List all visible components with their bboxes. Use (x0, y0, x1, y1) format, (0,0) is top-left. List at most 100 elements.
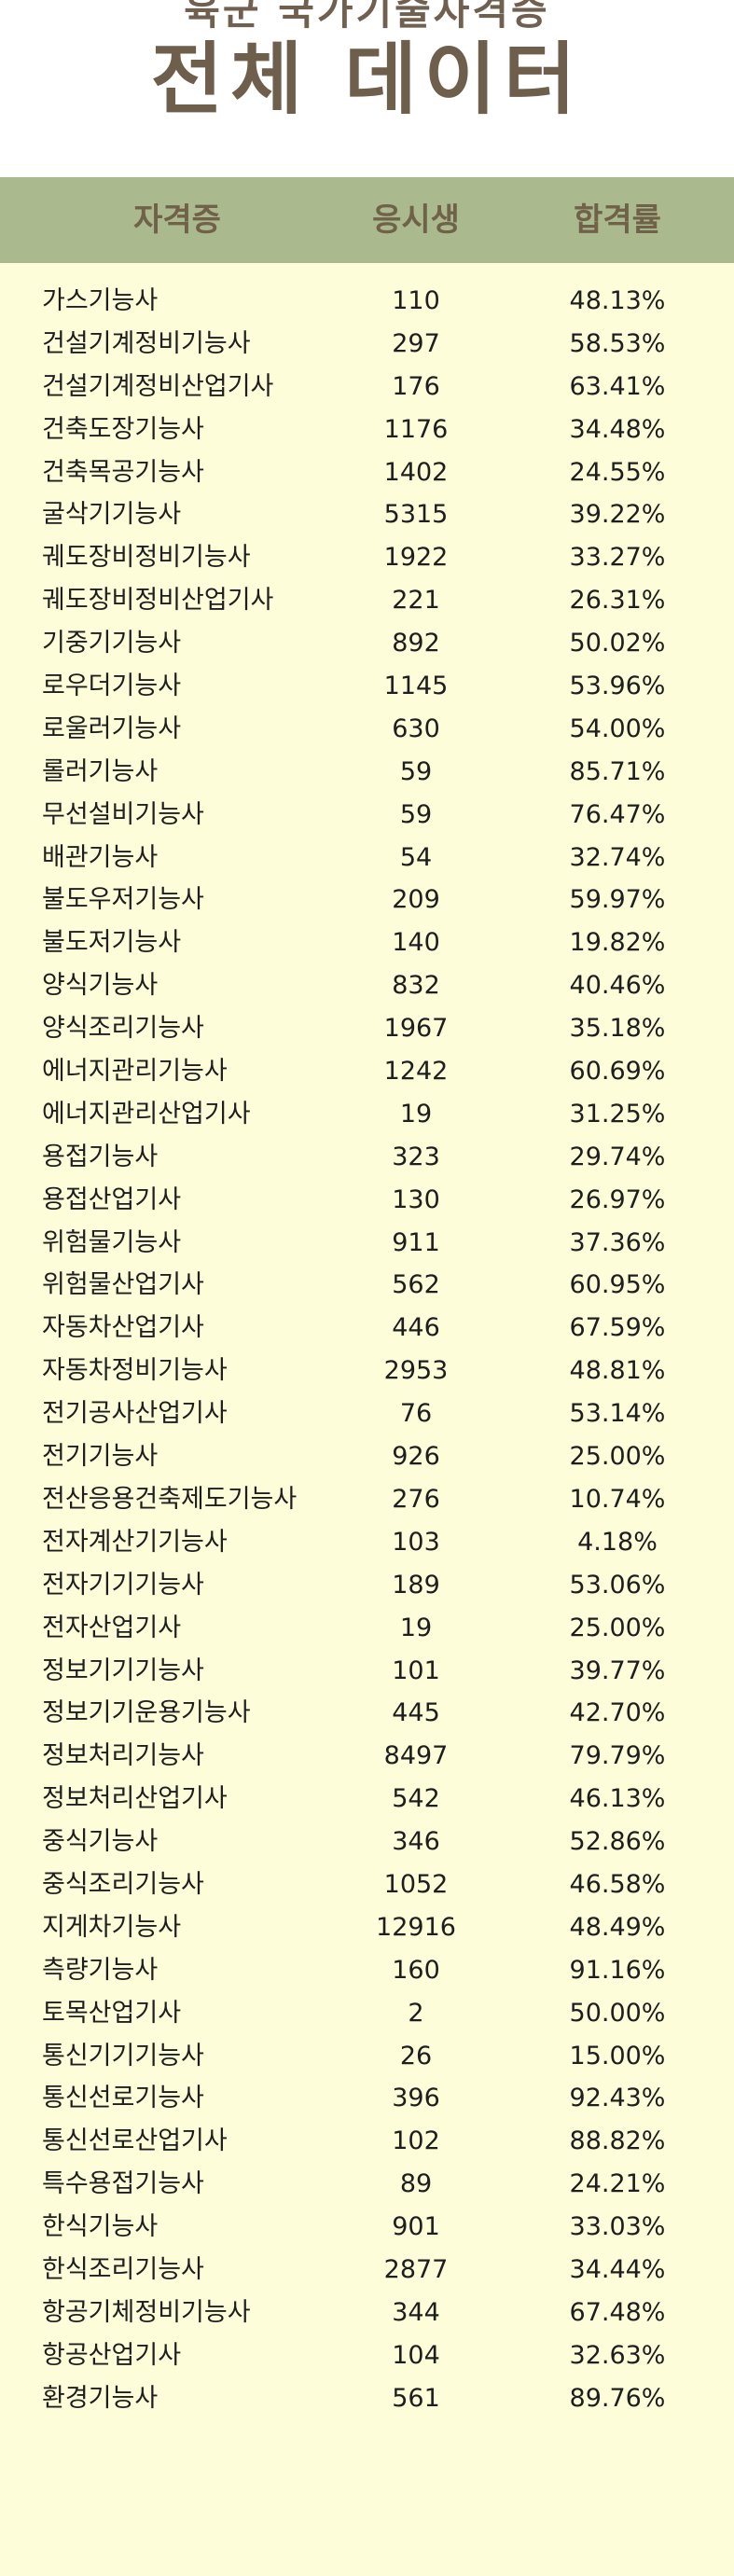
pass-rate-cell: 48.81% (569, 1356, 666, 1386)
applicants-cell: 59 (399, 799, 433, 829)
pass-rate-cell: 53.96% (569, 672, 666, 701)
certificate-name-cell: 용접기능사 (42, 1142, 159, 1171)
applicants-cell: 189 (392, 1570, 440, 1600)
applicants-cell: 209 (392, 885, 440, 915)
applicants-cell: 110 (392, 286, 440, 315)
table-row: 한식기능사 901 33.03% (0, 2206, 734, 2249)
certificate-name-cell: 항공기체정비기능사 (42, 2297, 251, 2327)
certificate-name-cell: 정보기기운용기능사 (42, 1698, 251, 1728)
pass-rate-cell: 34.44% (569, 2254, 666, 2284)
applicants-cell: 630 (392, 713, 440, 743)
certificate-name-cell: 한식조리기능사 (42, 2254, 204, 2284)
table-row: 위험물산업기사 562 60.95% (0, 1264, 734, 1307)
applicants-cell: 1145 (383, 672, 449, 701)
certificate-name-cell: 양식조리기능사 (42, 1014, 204, 1044)
certificate-name-cell: 위험물산업기사 (42, 1270, 204, 1300)
certificate-name-cell: 양식기능사 (42, 971, 159, 1001)
table-row: 정보처리산업기사 542 46.13% (0, 1778, 734, 1821)
table-row: 롤러기능사 59 85.71% (0, 751, 734, 794)
pass-rate-cell: 10.74% (569, 1484, 666, 1514)
table-row: 굴삭기기능사 5315 39.22% (0, 493, 734, 536)
applicants-cell: 276 (392, 1484, 440, 1514)
applicants-cell: 346 (392, 1827, 440, 1857)
pass-rate-cell: 33.03% (569, 2212, 666, 2242)
certificate-name-cell: 중식조리기능사 (42, 1869, 204, 1899)
pass-rate-cell: 32.63% (569, 2340, 666, 2370)
table-row: 통신선로산업기사 102 88.82% (0, 2120, 734, 2163)
certificate-name-cell: 한식기능사 (42, 2212, 159, 2242)
applicants-cell: 104 (392, 2340, 440, 2370)
table-row: 전산응용건축제도기능사 276 10.74% (0, 1478, 734, 1521)
applicants-cell: 2877 (383, 2254, 449, 2284)
certificate-name-cell: 에너지관리기능사 (42, 1057, 228, 1087)
table-row: 토목산업기사 2 50.00% (0, 1992, 734, 2035)
table-row: 건설기계정비기능사 297 58.53% (0, 323, 734, 366)
table-row: 전기공사산업기사 76 53.14% (0, 1392, 734, 1435)
applicants-cell: 901 (392, 2212, 440, 2242)
table-row: 환경기능사 561 89.76% (0, 2377, 734, 2420)
pass-rate-cell: 59.97% (569, 885, 666, 915)
table-row: 기중기기능사 892 50.02% (0, 622, 734, 665)
column-header-pass-rate: 합격률 (574, 201, 661, 239)
applicants-cell: 323 (392, 1142, 440, 1171)
table-row: 전자기기기능사 189 53.06% (0, 1564, 734, 1607)
table-row: 전자산업기사 19 25.00% (0, 1607, 734, 1650)
certificate-name-cell: 용접산업기사 (42, 1184, 182, 1214)
table-row: 정보기기운용기능사 445 42.70% (0, 1692, 734, 1735)
certificate-name-cell: 정보처리기능사 (42, 1741, 204, 1771)
certificate-name-cell: 전자산업기사 (42, 1613, 182, 1642)
pass-rate-cell: 15.00% (569, 2041, 666, 2070)
applicants-cell: 19 (399, 1099, 433, 1129)
page-title: 전체 데이터 (150, 34, 584, 125)
applicants-cell: 1052 (383, 1869, 449, 1899)
certificate-name-cell: 위험물기능사 (42, 1227, 182, 1257)
certificate-name-cell: 궤도장비정비산업기사 (42, 586, 274, 616)
table-row: 건축도장기능사 1176 34.48% (0, 409, 734, 451)
table-row: 통신기기기능사 26 15.00% (0, 2035, 734, 2078)
page-subtitle: 육군 국가기술자격증 (184, 0, 550, 34)
certificate-name-cell: 자동차산업기사 (42, 1313, 204, 1343)
applicants-cell: 160 (392, 1955, 440, 1985)
table-row: 항공기체정비기능사 344 67.48% (0, 2292, 734, 2334)
pass-rate-cell: 54.00% (569, 713, 666, 743)
table-row: 특수용접기능사 89 24.21% (0, 2163, 734, 2206)
pass-rate-cell: 33.27% (569, 543, 666, 573)
pass-rate-cell: 31.25% (569, 1099, 666, 1129)
applicants-cell: 176 (392, 371, 440, 401)
pass-rate-cell: 50.02% (569, 629, 666, 658)
pass-rate-cell: 48.49% (569, 1912, 666, 1942)
applicants-cell: 1242 (383, 1057, 449, 1087)
applicants-cell: 59 (399, 756, 433, 786)
table-row: 전기기능사 926 25.00% (0, 1435, 734, 1478)
table-row: 위험물기능사 911 37.36% (0, 1222, 734, 1265)
applicants-cell: 2 (408, 1998, 424, 2028)
table-body: 가스기능사 110 48.13% 건설기계정비기능사 297 58.53% 건설기계정비산업… (0, 280, 734, 2420)
certificate-name-cell: 전기공사산업기사 (42, 1399, 228, 1429)
applicants-cell: 140 (392, 928, 440, 958)
certificate-name-cell: 에너지관리산업기사 (42, 1099, 251, 1129)
column-header-applicants: 응시생 (372, 201, 460, 239)
certificate-name-cell: 건축도장기능사 (42, 414, 204, 444)
pass-rate-cell: 34.48% (569, 414, 666, 444)
pass-rate-cell: 60.95% (569, 1270, 666, 1300)
certificate-name-cell: 지게차기능사 (42, 1912, 182, 1942)
table-header: 자격증 응시생 합격률 (0, 177, 734, 263)
table-row: 용접산업기사 130 26.97% (0, 1179, 734, 1222)
table-row: 가스기능사 110 48.13% (0, 280, 734, 323)
certificate-name-cell: 전기기능사 (42, 1442, 159, 1472)
certificate-name-cell: 전산응용건축제도기능사 (42, 1484, 298, 1514)
applicants-cell: 892 (392, 629, 440, 658)
applicants-cell: 221 (392, 586, 440, 616)
applicants-cell: 5315 (383, 500, 449, 530)
certificate-name-cell: 통신선로산업기사 (42, 2126, 228, 2156)
pass-rate-cell: 48.13% (569, 286, 666, 315)
pass-rate-cell: 53.06% (569, 1570, 666, 1600)
pass-rate-cell: 50.00% (569, 1998, 666, 2028)
pass-rate-cell: 76.47% (569, 799, 666, 829)
certificate-name-cell: 로울러기능사 (42, 713, 182, 743)
certificate-name-cell: 항공산업기사 (42, 2340, 182, 2370)
applicants-cell: 396 (392, 2084, 440, 2113)
certificate-name-cell: 궤도장비정비기능사 (42, 543, 251, 573)
applicants-cell: 1176 (383, 414, 449, 444)
table-row: 건축목공기능사 1402 24.55% (0, 451, 734, 494)
